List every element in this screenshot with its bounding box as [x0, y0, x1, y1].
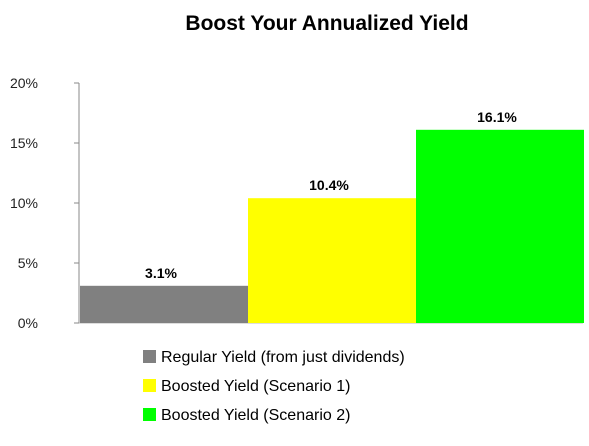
data-label: 16.1% — [477, 109, 517, 125]
legend-label: Boosted Yield (Scenario 2) — [161, 407, 350, 424]
y-tick-label: 10% — [10, 195, 38, 211]
bar — [80, 285, 248, 323]
legend: Regular Yield (from just dividends) Boost… — [143, 349, 405, 424]
legend-swatch — [143, 408, 156, 421]
y-tick-label: 5% — [18, 255, 38, 271]
legend-swatch — [143, 379, 156, 392]
chart-title: Boost Your Annualized Yield — [185, 12, 468, 35]
y-tick-label: 0% — [18, 315, 38, 331]
y-tick-label: 20% — [10, 75, 38, 91]
bar — [248, 198, 416, 323]
data-label: 10.4% — [309, 177, 349, 193]
legend-swatch — [143, 350, 156, 363]
bar — [416, 129, 584, 323]
data-label: 3.1% — [145, 265, 177, 281]
bars: 3.1% 10.4% 16.1% — [80, 109, 584, 323]
legend-label: Boosted Yield (Scenario 1) — [161, 378, 350, 395]
legend-label: Regular Yield (from just dividends) — [161, 349, 405, 366]
y-tick-label: 15% — [10, 135, 38, 151]
